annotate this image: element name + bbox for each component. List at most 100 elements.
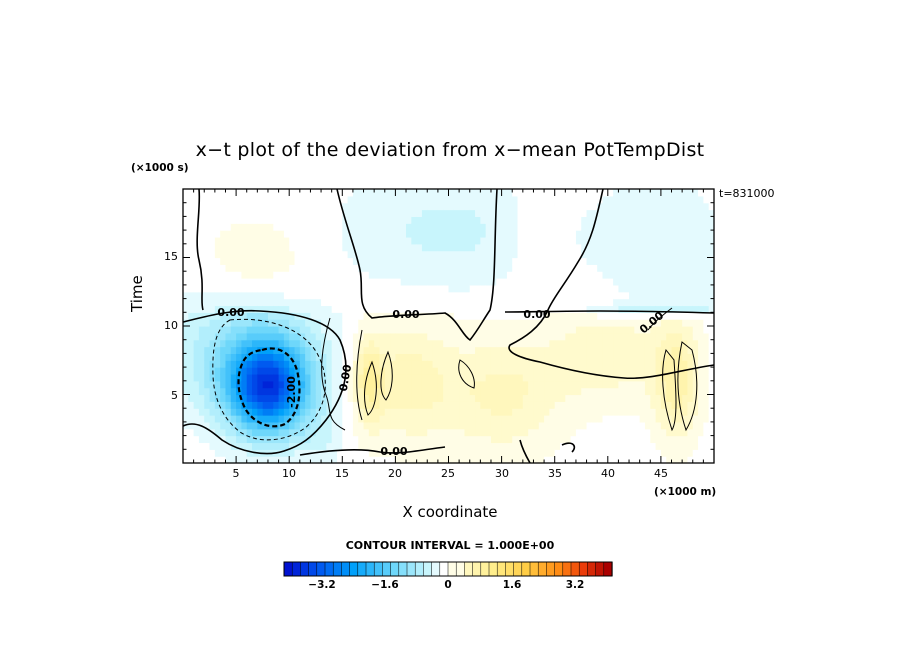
field-cell — [703, 380, 710, 389]
field-cell — [639, 380, 646, 389]
field-cell — [501, 202, 508, 211]
field-cell — [246, 312, 253, 320]
field-cell — [331, 421, 338, 430]
field-cell — [655, 243, 662, 252]
field-cell — [512, 230, 519, 238]
field-cell — [241, 195, 248, 204]
field-cell — [390, 360, 396, 368]
field-cell — [623, 421, 630, 430]
field-cell — [597, 449, 604, 457]
field-cell — [363, 332, 370, 341]
field-cell — [570, 428, 577, 437]
field-cell — [273, 353, 280, 361]
field-cell — [390, 216, 396, 224]
field-cell — [629, 312, 635, 320]
field-cell — [204, 435, 211, 444]
field-cell — [315, 346, 322, 354]
field-cell — [676, 223, 683, 231]
field-cell — [581, 264, 588, 272]
field-cell — [528, 339, 535, 348]
field-cell — [214, 408, 221, 416]
field-cell — [443, 408, 450, 416]
field-cell — [363, 284, 370, 293]
field-cell — [209, 435, 216, 444]
field-cell — [198, 312, 205, 320]
field-cell — [262, 264, 269, 272]
field-cell — [209, 305, 216, 313]
field-cell — [331, 380, 338, 389]
field-cell — [257, 442, 264, 450]
field-cell — [708, 236, 715, 245]
field-cell — [289, 332, 296, 341]
field-cell — [188, 394, 195, 402]
field-cell — [321, 243, 327, 252]
field-cell — [496, 319, 503, 327]
field-cell — [607, 264, 614, 272]
field-cell — [262, 373, 269, 382]
field-cell — [512, 250, 519, 259]
contour-line — [561, 442, 576, 453]
field-cell — [459, 421, 466, 430]
field-cell — [581, 373, 588, 382]
field-cell — [241, 408, 248, 416]
field-cell — [591, 442, 598, 450]
field-cell — [607, 250, 614, 259]
field-cell — [379, 291, 386, 300]
field-cell — [257, 428, 264, 437]
field-cell — [533, 380, 540, 389]
field-cell — [236, 257, 243, 265]
field-cell — [267, 346, 274, 354]
field-cell — [347, 312, 354, 320]
field-cell — [230, 401, 237, 409]
field-cell — [692, 456, 699, 464]
field-cell — [183, 195, 189, 204]
field-cell — [469, 312, 476, 320]
field-cell — [352, 367, 359, 375]
field-cell — [368, 428, 375, 437]
field-cell — [613, 236, 620, 245]
field-cell — [379, 353, 386, 361]
field-cell — [602, 332, 609, 341]
field-cell — [321, 312, 327, 320]
field-cell — [448, 236, 455, 245]
field-cell — [490, 408, 497, 416]
field-cell — [358, 230, 365, 238]
field-cell — [193, 394, 200, 402]
field-cell — [220, 394, 227, 402]
field-cell — [204, 195, 211, 204]
field-cell — [549, 353, 556, 361]
field-cell — [427, 223, 434, 231]
field-cell — [671, 326, 678, 334]
field-cell — [294, 353, 301, 361]
field-cell — [629, 339, 635, 348]
field-cell — [666, 264, 673, 272]
field-cell — [602, 236, 609, 245]
field-cell — [374, 305, 381, 313]
field-cell — [294, 339, 301, 348]
field-cell — [406, 271, 412, 279]
field-cell — [485, 257, 492, 265]
field-cell — [294, 415, 301, 423]
field-cell — [432, 380, 439, 389]
field-cell — [490, 319, 497, 327]
field-cell — [421, 195, 428, 204]
field-cell — [644, 401, 651, 409]
field-cell — [273, 284, 280, 293]
colorbar-swatch — [398, 561, 408, 577]
field-cell — [618, 202, 625, 211]
field-cell — [480, 401, 487, 409]
field-cell — [533, 230, 540, 238]
field-cell — [469, 456, 476, 464]
field-cell — [448, 442, 455, 450]
field-cell — [209, 189, 216, 197]
field-cell — [602, 346, 609, 354]
field-cell — [660, 264, 667, 272]
field-cell — [331, 291, 338, 300]
field-cell — [390, 209, 396, 217]
field-cell — [671, 435, 678, 444]
field-cell — [565, 326, 572, 334]
field-cell — [549, 332, 556, 341]
field-cell — [379, 236, 386, 245]
field-cell — [597, 312, 604, 320]
field-cell — [352, 428, 359, 437]
